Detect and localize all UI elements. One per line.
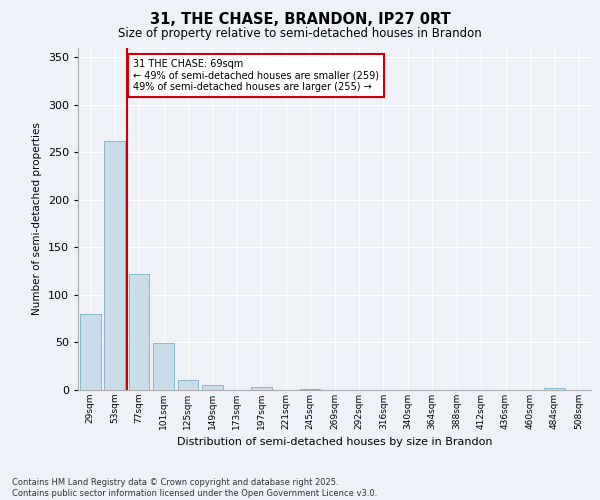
Bar (544, 388, 565, 390)
Bar (202, 385, 223, 390)
X-axis label: Distribution of semi-detached houses by size in Brandon: Distribution of semi-detached houses by … (177, 438, 492, 448)
Text: Size of property relative to semi-detached houses in Brandon: Size of property relative to semi-detach… (118, 28, 482, 40)
Bar (80, 314, 101, 390)
Bar (128, 274, 149, 390)
Bar (153, 344, 174, 390)
Bar (299, 389, 320, 390)
Y-axis label: Number of semi-detached properties: Number of semi-detached properties (32, 122, 42, 315)
Bar (251, 387, 272, 390)
Text: 31 THE CHASE: 69sqm
← 49% of semi-detached houses are smaller (259)
49% of semi-: 31 THE CHASE: 69sqm ← 49% of semi-detach… (133, 59, 379, 92)
Text: 31, THE CHASE, BRANDON, IP27 0RT: 31, THE CHASE, BRANDON, IP27 0RT (149, 12, 451, 28)
Bar (178, 380, 199, 390)
Bar (104, 140, 125, 390)
Text: Contains HM Land Registry data © Crown copyright and database right 2025.
Contai: Contains HM Land Registry data © Crown c… (12, 478, 377, 498)
